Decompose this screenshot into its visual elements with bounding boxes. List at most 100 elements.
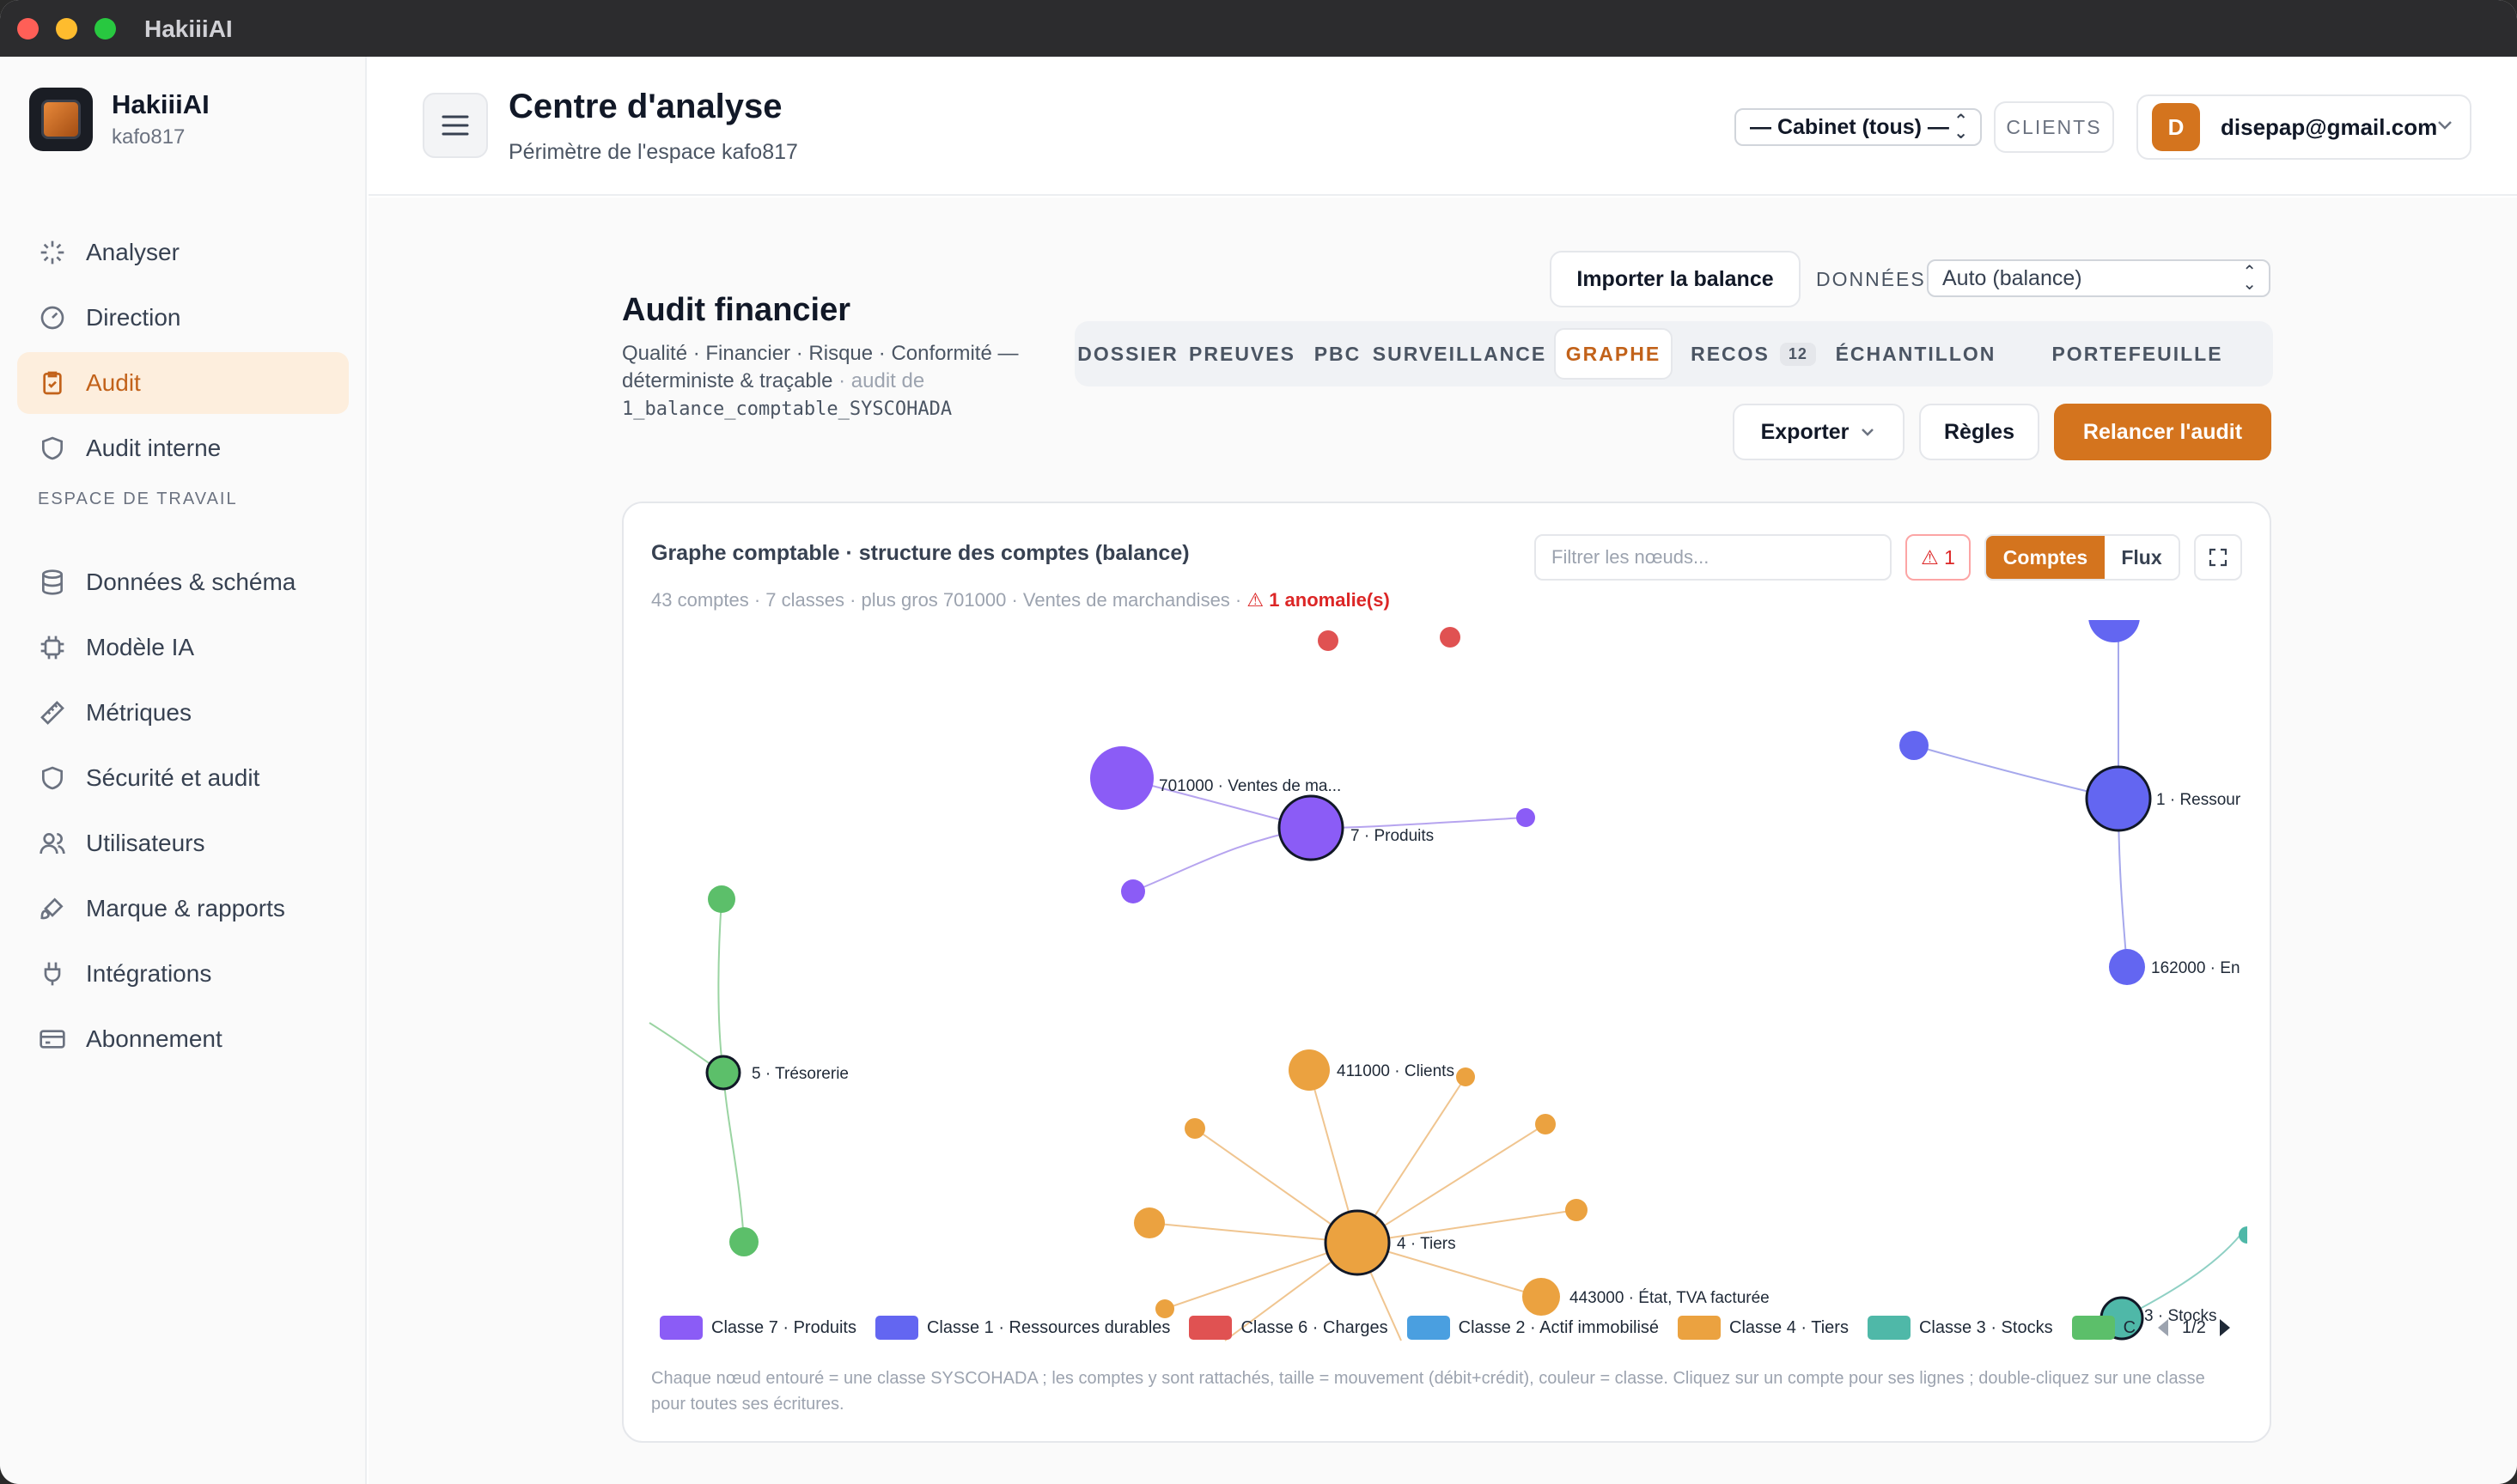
graph-node[interactable] [1134,1207,1165,1238]
tab-graphe[interactable]: GRAPHE [1554,328,1673,380]
graph-node[interactable] [1121,879,1145,903]
rerun-audit-button[interactable]: Relancer l'audit [2054,404,2271,460]
tab-surveillance[interactable]: SURVEILLANCE [1372,342,1547,365]
graph-node[interactable] [1899,731,1929,760]
graph-node[interactable] [1565,1199,1588,1221]
sparkle-icon [38,238,67,267]
legend-item[interactable]: Classe 3 · Stocks [1867,1316,2053,1340]
sidebar-item-donnees-schema[interactable]: Données & schéma [17,551,349,613]
graph-title: Graphe comptable · structure des comptes… [651,541,1190,565]
graph-node[interactable] [1456,1067,1475,1086]
graph-edge [722,1072,745,1243]
sidebar-item-audit-interne[interactable]: Audit interne [17,417,349,479]
import-balance-button[interactable]: Importer la balance [1550,251,1801,307]
close-window-button[interactable] [17,18,39,40]
view-comptes-button[interactable]: Comptes [1986,536,2105,579]
legend-item[interactable]: Classe 7 · Produits [660,1316,856,1340]
sidebar-item-label: Analyser [86,239,180,265]
sidebar-item-direction[interactable]: Direction [17,287,349,349]
user-menu-button[interactable]: D disepap@gmail.com [2136,94,2471,160]
cabinet-select[interactable]: — Cabinet (tous) — ⌃ ⌄ [1734,108,1982,146]
maximize-window-button[interactable] [94,18,116,40]
graph-node[interactable] [708,885,735,913]
view-flux-button[interactable]: Flux [2105,536,2179,579]
updown-chevron-icon: ⌃ ⌄ [2242,263,2257,294]
graph-node[interactable] [2109,949,2145,985]
tab-recos[interactable]: RECOS 12 [1686,328,1820,380]
graph-node[interactable] [1155,1299,1174,1318]
graph-node[interactable] [1440,627,1460,648]
clipboard-check-icon [38,368,67,398]
audit-description: Qualité · Financier · Risque · Conformit… [622,340,1069,423]
legend-label: Classe 6 · Charges [1240,1317,1388,1337]
graph-node[interactable] [1185,1118,1205,1139]
donnees-select[interactable]: Auto (balance) ⌃ ⌄ [1927,259,2270,297]
legend-item[interactable]: Classe 6 · Charges [1189,1316,1388,1340]
sidebar-item-securite-audit[interactable]: Sécurité et audit [17,747,349,809]
rules-button[interactable]: Règles [1919,404,2039,460]
legend-label: Classe 7 · Produits [711,1317,856,1337]
anomaly-count[interactable]: ⚠ 1 anomalie(s) [1246,589,1390,611]
users-icon [38,829,67,858]
sidebar-item-modele-ia[interactable]: Modèle IA [17,617,349,678]
plug-icon [38,959,67,988]
page-title: Centre d'analyse [509,88,783,125]
sidebar-item-utilisateurs[interactable]: Utilisateurs [17,812,349,874]
legend-item[interactable]: Classe 2 · Actif immobilisé [1406,1316,1659,1340]
graph-node[interactable] [1090,746,1154,810]
legend-item[interactable]: Classe 1 · Ressources durables [875,1316,1170,1340]
sidebar-item-label: Données & schéma [86,569,296,595]
tab-echantillon[interactable]: ÉCHANTILLON [1835,342,1996,365]
graph-class-node[interactable] [1277,794,1344,861]
graph-node[interactable] [1522,1278,1560,1316]
graph-summary: 43 comptes · 7 classes · plus gros 70100… [651,589,1247,611]
chip-icon [38,633,67,662]
brand-name: HakiiiAI [112,89,210,119]
export-button[interactable]: Exporter [1733,404,1905,460]
minimize-window-button[interactable] [56,18,77,40]
export-label: Exporter [1760,419,1850,444]
sidebar-item-label: Audit [86,369,141,396]
brand[interactable]: HakiiiAI kafo817 [29,88,210,151]
graph-node[interactable] [1318,630,1338,651]
graph-edge [1194,1128,1358,1244]
node-filter-input[interactable] [1534,534,1892,581]
graph-class-node[interactable] [1324,1209,1391,1276]
node-label: 5 · Trésorerie [752,1065,849,1083]
sidebar-item-marque-rapports[interactable]: Marque & rapports [17,878,349,940]
graph-node[interactable] [1516,808,1535,827]
graph-node[interactable] [1535,1114,1556,1134]
fullscreen-button[interactable] [2194,534,2242,581]
tab-portefeuille[interactable]: PORTEFEUILLE [2051,342,2223,365]
tab-dossier[interactable]: DOSSIER [1077,342,1179,365]
legend-swatch [1678,1316,1722,1340]
audit-desc-main: Qualité · Financier · Risque · Conformit… [622,342,1019,392]
sidebar-item-integrations[interactable]: Intégrations [17,943,349,1005]
tab-preuves[interactable]: PREUVES [1189,342,1295,365]
tab-pbc[interactable]: PBC [1313,342,1362,365]
legend-item[interactable]: C [2071,1316,2136,1340]
sidebar-item-audit[interactable]: Audit [17,352,349,414]
graph-class-node[interactable] [2085,765,2152,832]
sidebar-item-label: Abonnement [86,1025,222,1052]
sidebar-item-analyser[interactable]: Analyser [17,222,349,283]
graph-node[interactable] [729,1227,759,1256]
graph-edge [1356,1123,1546,1244]
node-label: 4 · Tiers [1397,1235,1456,1253]
anomaly-warning-button[interactable]: ⚠ 1 [1905,534,1971,581]
sidebar-item-abonnement[interactable]: Abonnement [17,1008,349,1070]
next-page-icon[interactable] [2216,1317,2234,1338]
menu-toggle-button[interactable] [423,93,488,158]
graph-node[interactable] [1289,1049,1330,1091]
clients-button[interactable]: CLIENTS [1994,101,2114,153]
prev-page-icon[interactable] [2154,1317,2172,1338]
shield-icon [38,434,67,463]
account-graph[interactable]: 701000 · Ventes de ma... 7 · Produits 70… [624,503,2271,1443]
chevron-down-icon [1862,429,1874,436]
sidebar-item-label: Modèle IA [86,634,195,660]
sidebar-item-metriques[interactable]: Métriques [17,682,349,744]
legend-item[interactable]: Classe 4 · Tiers [1678,1316,1849,1340]
sidebar-item-label: Intégrations [86,960,212,987]
graph-class-node[interactable] [705,1055,741,1091]
